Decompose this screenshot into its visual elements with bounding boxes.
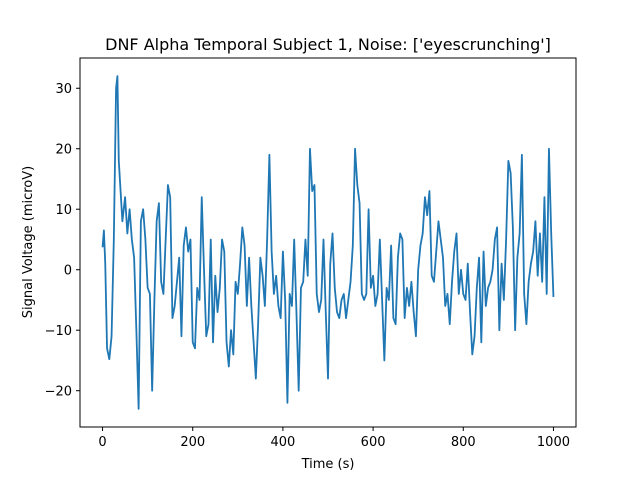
series-line: [101, 75, 555, 410]
y-tick-label: 0: [64, 264, 72, 279]
series-layer: [101, 75, 555, 410]
plot-area: 0 200 400 600 800 1000 −20 −10 0 10 20 30: [45, 57, 577, 450]
axes-frame: [79, 57, 577, 428]
x-tick-label: 400: [270, 435, 295, 450]
x-axis-label: Time (s): [301, 457, 355, 472]
x-tick-label: 200: [180, 435, 205, 450]
x-axis-ticks: 0 200 400 600 800 1000: [98, 427, 570, 450]
x-tick-label: 800: [451, 435, 476, 450]
y-tick-label: 10: [55, 203, 72, 218]
y-axis-ticks: −20 −10 0 10 20 30: [45, 82, 80, 400]
x-tick-label: 600: [361, 435, 386, 450]
x-tick-label: 0: [98, 435, 106, 450]
y-tick-label: −10: [45, 324, 72, 339]
chart-title: DNF Alpha Temporal Subject 1, Noise: ['e…: [105, 35, 551, 54]
y-tick-label: 20: [55, 143, 72, 158]
x-tick-label: 1000: [537, 435, 570, 450]
y-tick-label: 30: [55, 82, 72, 97]
y-axis-label: Signal Voltage (microV): [21, 166, 36, 318]
y-tick-label: −20: [45, 385, 72, 400]
